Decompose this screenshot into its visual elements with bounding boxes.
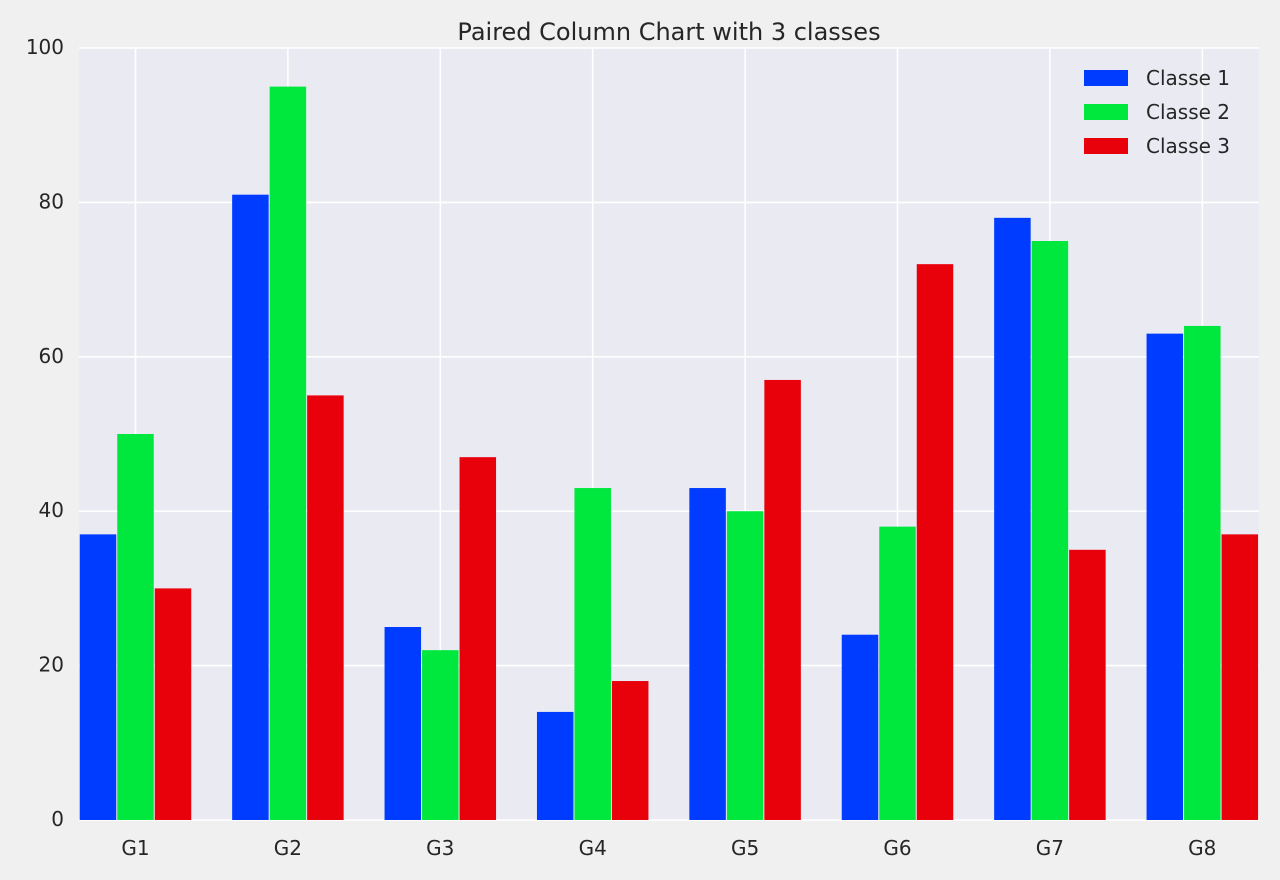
bar-classe-2-g5 bbox=[726, 511, 764, 820]
bar-classe-3-g2 bbox=[307, 395, 344, 820]
x-tick-label: G6 bbox=[883, 836, 911, 860]
y-tick-label: 0 bbox=[51, 807, 64, 831]
x-tick-label: G8 bbox=[1188, 836, 1216, 860]
legend-label: Classe 2 bbox=[1146, 100, 1230, 124]
y-tick-label: 100 bbox=[26, 35, 64, 59]
bar-classe-2-g8 bbox=[1184, 325, 1221, 820]
legend-label: Classe 1 bbox=[1146, 66, 1230, 90]
y-tick-label: 60 bbox=[39, 344, 64, 368]
y-tick-label: 40 bbox=[39, 498, 64, 522]
bar-classe-1-g7 bbox=[994, 217, 1031, 821]
bar-classe-1-g5 bbox=[689, 488, 726, 820]
bar-classe-2-g3 bbox=[422, 650, 459, 820]
bar-classe-2-g1 bbox=[117, 434, 154, 820]
y-tick-label: 20 bbox=[39, 653, 64, 677]
x-tick-label: G7 bbox=[1036, 836, 1064, 860]
bar-classe-3-g5 bbox=[764, 379, 801, 820]
legend-swatch bbox=[1084, 104, 1128, 120]
bars bbox=[79, 86, 1259, 821]
chart-title: Paired Column Chart with 3 classes bbox=[457, 18, 880, 46]
x-tick-label: G4 bbox=[579, 836, 607, 860]
x-tick-label: G2 bbox=[274, 836, 302, 860]
bar-classe-1-g8 bbox=[1146, 333, 1184, 820]
legend-label: Classe 3 bbox=[1146, 134, 1230, 158]
bar-classe-1-g3 bbox=[384, 627, 422, 820]
y-axis-ticks: 0 20 40 60 80 100 bbox=[26, 35, 64, 831]
bar-classe-3-g1 bbox=[154, 588, 192, 820]
bar-classe-3-g7 bbox=[1069, 549, 1106, 820]
bar-classe-3-g3 bbox=[459, 457, 497, 820]
bar-classe-2-g4 bbox=[574, 488, 611, 820]
y-tick-label: 80 bbox=[39, 189, 64, 213]
bar-classe-2-g2 bbox=[269, 86, 307, 821]
bar-classe-1-g1 bbox=[79, 534, 117, 820]
bar-classe-1-g4 bbox=[536, 711, 574, 820]
x-tick-label: G5 bbox=[731, 836, 759, 860]
bar-classe-2-g7 bbox=[1031, 241, 1069, 820]
legend-swatch bbox=[1084, 70, 1128, 86]
legend-swatch bbox=[1084, 138, 1128, 154]
bar-classe-3-g8 bbox=[1221, 534, 1259, 820]
bar-classe-2-g6 bbox=[879, 526, 916, 820]
x-tick-label: G1 bbox=[121, 836, 149, 860]
legend: Classe 1 Classe 2 Classe 3 bbox=[1084, 66, 1230, 158]
bar-classe-1-g6 bbox=[841, 634, 879, 820]
bar-classe-1-g2 bbox=[232, 194, 269, 820]
bar-classe-3-g6 bbox=[916, 264, 954, 820]
x-axis-ticks: G1 G2 G3 G4 G5 G6 G7 G8 bbox=[121, 836, 1216, 860]
x-tick-label: G3 bbox=[426, 836, 454, 860]
bar-classe-3-g4 bbox=[611, 681, 649, 820]
